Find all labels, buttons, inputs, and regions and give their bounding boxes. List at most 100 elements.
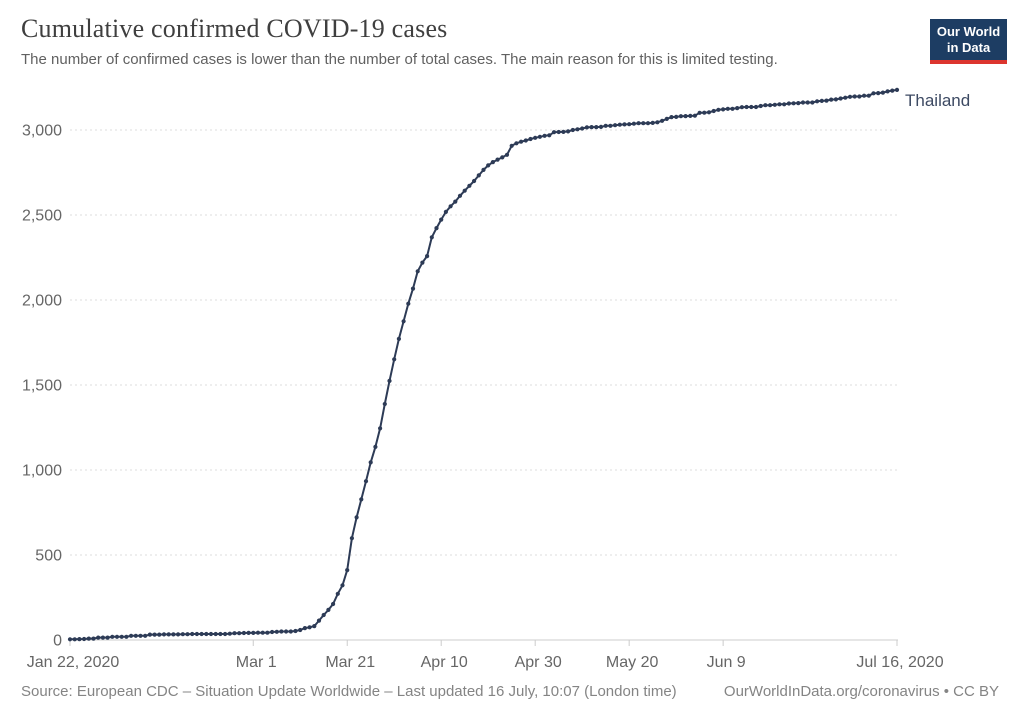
data-point — [274, 629, 279, 634]
data-point — [871, 91, 876, 96]
data-point — [528, 136, 533, 142]
data-point — [753, 104, 759, 110]
data-point — [246, 630, 251, 636]
data-point — [782, 102, 787, 107]
series-end-label: Thailand — [905, 91, 970, 110]
data-point — [556, 129, 561, 135]
data-point — [340, 583, 345, 588]
data-point — [660, 118, 665, 123]
data-point — [730, 106, 735, 111]
owid-logo-line1: Our World — [936, 24, 1001, 39]
data-point — [448, 204, 453, 209]
data-point — [636, 121, 641, 126]
data-point — [815, 99, 820, 104]
data-point — [622, 122, 627, 127]
data-point — [77, 637, 82, 642]
data-point — [688, 113, 693, 118]
data-point — [716, 107, 721, 112]
data-point — [349, 536, 354, 541]
data-point — [312, 624, 317, 629]
data-point — [227, 631, 232, 636]
data-point — [279, 629, 284, 634]
data-point — [650, 120, 655, 125]
data-point — [180, 632, 185, 637]
data-point — [894, 87, 900, 92]
data-point — [110, 634, 115, 639]
data-point — [406, 301, 411, 306]
data-point — [829, 97, 834, 102]
data-point — [678, 114, 684, 119]
x-tick-label: May 20 — [606, 654, 659, 671]
data-point — [410, 286, 416, 291]
data-point — [265, 630, 270, 635]
data-point — [331, 601, 336, 607]
data-point — [363, 479, 369, 484]
data-point — [316, 618, 322, 623]
data-point — [147, 632, 152, 637]
data-point — [157, 632, 162, 637]
data-point — [509, 143, 514, 148]
data-point — [857, 94, 862, 99]
data-point — [852, 94, 857, 99]
data-point — [307, 625, 312, 630]
data-point — [96, 635, 101, 640]
data-point — [481, 167, 486, 172]
data-point — [805, 100, 810, 105]
x-tick-label: Apr 10 — [421, 654, 468, 671]
data-point — [721, 107, 726, 112]
y-tick-label: 2,000 — [22, 293, 62, 310]
data-point — [890, 88, 895, 93]
data-point — [500, 155, 505, 160]
data-point — [627, 122, 632, 127]
data-point — [453, 199, 458, 204]
data-point — [91, 636, 96, 641]
y-tick-label: 1,000 — [22, 463, 62, 480]
data-point — [547, 133, 552, 138]
data-point — [176, 632, 181, 637]
data-point — [768, 103, 773, 108]
data-point — [194, 631, 199, 637]
data-point — [504, 152, 510, 157]
data-point — [702, 110, 707, 115]
data-point — [429, 235, 434, 240]
data-point — [401, 319, 406, 324]
data-point — [514, 141, 519, 146]
data-point — [692, 113, 698, 118]
chart-subtitle: The number of confirmed cases is lower t… — [21, 51, 778, 68]
data-point — [674, 114, 679, 119]
data-point — [171, 632, 176, 637]
data-point — [232, 631, 237, 636]
data-point — [843, 95, 848, 100]
data-point — [223, 631, 228, 637]
data-point — [208, 631, 214, 637]
data-point — [166, 632, 171, 637]
data-point — [664, 116, 669, 121]
data-point — [551, 130, 557, 135]
data-point — [772, 102, 777, 107]
data-point — [735, 106, 740, 111]
data-point — [293, 628, 298, 634]
data-point — [824, 98, 829, 103]
data-point — [133, 633, 138, 638]
data-point — [270, 629, 275, 635]
data-point — [589, 125, 594, 130]
data-point — [114, 634, 120, 639]
data-point — [594, 125, 599, 130]
data-point — [476, 173, 481, 178]
data-point — [284, 629, 289, 634]
data-point — [119, 634, 124, 639]
source-note: Source: European CDC – Situation Update … — [21, 683, 677, 700]
page-title: Cumulative confirmed COVID-19 cases — [21, 14, 448, 43]
data-point — [584, 125, 590, 130]
data-point — [420, 260, 425, 265]
data-point — [462, 188, 467, 193]
data-point — [542, 133, 547, 138]
owid-logo: Our World in Data — [930, 19, 1007, 64]
data-point — [67, 637, 73, 642]
data-point — [838, 96, 843, 101]
data-point — [880, 90, 886, 95]
data-point — [566, 129, 571, 134]
data-point — [72, 637, 77, 642]
